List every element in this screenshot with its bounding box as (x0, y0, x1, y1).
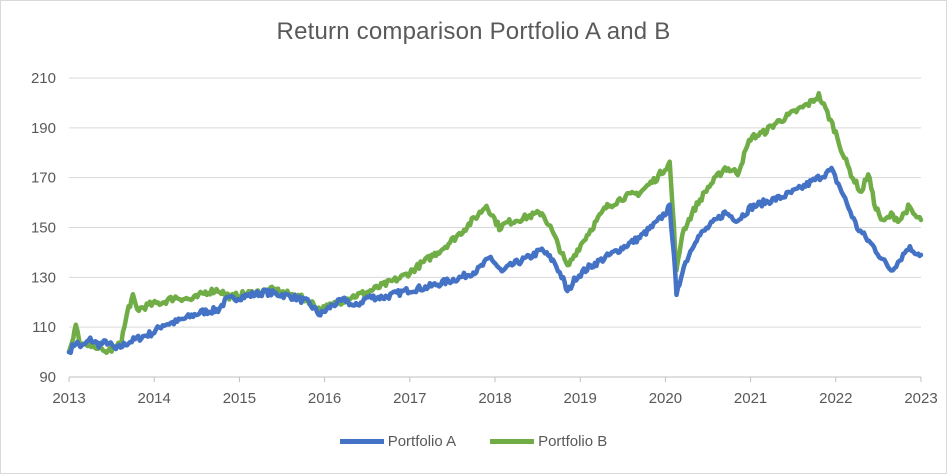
x-tick-label: 2016 (308, 390, 341, 407)
legend-label-portfolio-a: Portfolio A (387, 433, 457, 450)
x-tick-label: 2014 (138, 390, 171, 407)
series-line-portfolio-a (66, 165, 924, 356)
y-tick-label: 170 (31, 170, 56, 187)
x-tick-label: 2023 (904, 390, 937, 407)
chart-title: Return comparison Portfolio A and B (276, 18, 671, 45)
y-tick-label: 150 (31, 220, 56, 237)
gridlines (69, 77, 921, 328)
legend: Portfolio A Portfolio B (0, 433, 947, 450)
x-tick-label: 2021 (734, 390, 767, 407)
y-tick-label: 90 (39, 369, 56, 386)
legend-item-portfolio-b: Portfolio B (490, 433, 607, 450)
x-tick-label: 2019 (564, 390, 597, 407)
x-tick-label: 2015 (223, 390, 256, 407)
legend-label-portfolio-b: Portfolio B (538, 433, 608, 450)
x-tick-label: 2013 (52, 390, 85, 407)
legend-item-portfolio-a: Portfolio A (339, 433, 457, 450)
x-tick-label: 2018 (478, 390, 511, 407)
x-tick-label: 2017 (393, 390, 426, 407)
y-tick-label: 110 (32, 319, 56, 336)
x-tick-label: 2022 (819, 390, 852, 407)
series-lines (66, 90, 924, 356)
y-tick-label: 130 (31, 269, 56, 286)
y-tick-label: 210 (31, 70, 56, 87)
y-tick-label: 190 (31, 120, 56, 137)
x-tick-label: 2020 (649, 390, 682, 407)
series-line-portfolio-b (66, 90, 924, 356)
legend-swatch-portfolio-a (339, 439, 384, 444)
x-axis: 2013 2014 2015 2016 2017 2018 2019 2020 2021 2022… (52, 376, 938, 407)
y-axis-ticks: 90 110 130 150 170 190 210 (31, 70, 56, 386)
legend-swatch-portfolio-b (490, 439, 535, 444)
